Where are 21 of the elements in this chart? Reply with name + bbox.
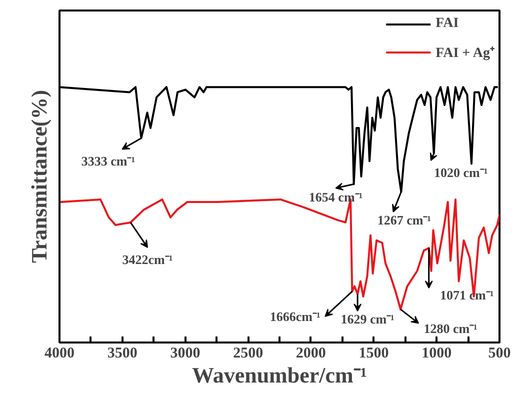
x-tick-label: 1000 (422, 346, 452, 362)
annotation: 1666cm⁻¹ (270, 308, 321, 324)
annotation: 1654 cm⁻¹ (308, 190, 363, 205)
x-tick-label: 2000 (296, 346, 326, 362)
x-tick-label: 3500 (107, 346, 138, 362)
annotation: 3422cm⁻¹ (122, 252, 173, 267)
annotation: 1629 cm⁻¹ (340, 311, 395, 326)
annotation: 1071 cm⁻¹ (440, 288, 494, 303)
x-tick-label: 1500 (358, 346, 389, 362)
legend-label: FAI (436, 16, 459, 32)
x-tick-label: 4000 (44, 346, 74, 362)
annotation: 3333 cm⁻¹ (81, 154, 136, 169)
legend-label: FAI + Ag⁺ (436, 45, 495, 62)
annotation: 1267 cm⁻¹ (377, 212, 432, 228)
x-tick-label: 500 (488, 346, 511, 362)
y-axis-title: Transmittance(%) (26, 90, 52, 264)
x-tick-label: 2500 (233, 346, 264, 362)
annotation: 1280 cm⁻¹ (424, 320, 478, 336)
annotation: 1020 cm⁻¹ (434, 165, 488, 180)
x-axis-title: Wavenumber/cm⁻¹ (192, 362, 367, 388)
x-tick-label: 3000 (170, 346, 200, 362)
